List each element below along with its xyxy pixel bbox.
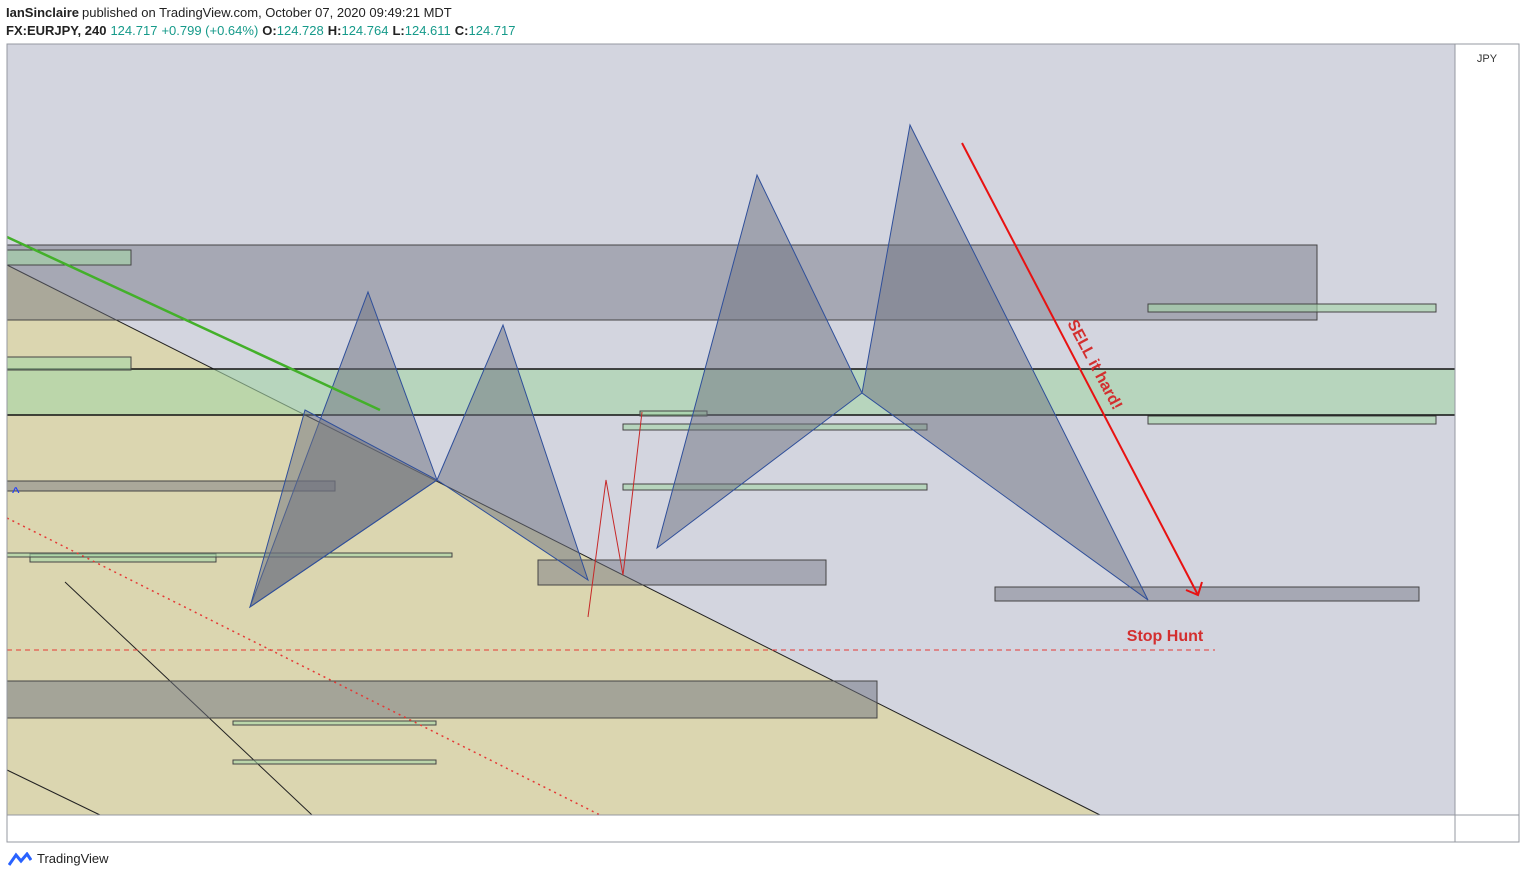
zone bbox=[6, 249, 132, 266]
arrow bbox=[961, 142, 1199, 596]
header: IanSinclaire published on TradingView.com… bbox=[6, 4, 524, 40]
time-axis bbox=[6, 814, 1456, 843]
symbol: FX:EURJPY, 240 bbox=[6, 23, 107, 38]
pattern-line bbox=[587, 411, 643, 618]
logo bbox=[8, 851, 32, 866]
pattern bbox=[656, 173, 863, 550]
header-line: IanSinclaire published on TradingView.com… bbox=[6, 4, 524, 22]
zone bbox=[1147, 415, 1437, 425]
zone bbox=[1147, 303, 1437, 313]
annotation: Stop Hunt bbox=[1127, 628, 1204, 645]
field-value: 124.717 bbox=[468, 23, 516, 38]
zone bbox=[622, 483, 928, 491]
logo-mark bbox=[8, 851, 32, 866]
zone bbox=[6, 680, 878, 719]
legend-line: FX:EURJPY, 240 124.717 +0.799 (+0.64%) O:12… bbox=[6, 22, 524, 40]
published: published on TradingView.com, October 07… bbox=[81, 5, 452, 20]
field-value: 124.728 bbox=[276, 23, 324, 38]
pattern bbox=[861, 123, 1149, 601]
pattern bbox=[249, 409, 438, 609]
zone bbox=[6, 356, 132, 371]
zone bbox=[994, 586, 1420, 602]
zone bbox=[6, 244, 1318, 321]
drawings: ^ bbox=[6, 123, 1455, 816]
field-value: 124.764 bbox=[341, 23, 389, 38]
arrow-head bbox=[1185, 581, 1203, 597]
trend-line bbox=[6, 769, 101, 816]
last: 124.717 bbox=[110, 23, 158, 38]
field-label: L: bbox=[392, 23, 405, 38]
brand: TradingView bbox=[37, 851, 109, 866]
field-label: H: bbox=[327, 23, 342, 38]
currency: JPY bbox=[1477, 53, 1498, 65]
zone bbox=[232, 759, 437, 765]
zone bbox=[6, 552, 453, 558]
footer: TradingView bbox=[8, 851, 109, 866]
field-value: 124.611 bbox=[404, 23, 451, 38]
fields: O:124.728 H:124.764 L:124.611 C:124.717 bbox=[262, 23, 519, 38]
frame bbox=[6, 43, 1520, 843]
change: +0.799 (+0.64%) bbox=[161, 23, 259, 38]
dotted-line bbox=[6, 517, 601, 816]
trend-line bbox=[6, 235, 381, 412]
field-label: O: bbox=[262, 23, 277, 38]
pattern bbox=[436, 323, 589, 582]
marker: ^ bbox=[12, 485, 20, 502]
zone bbox=[232, 720, 437, 726]
field-label: C: bbox=[454, 23, 469, 38]
publisher: IanSinclaire bbox=[6, 5, 79, 20]
price-axis bbox=[1454, 43, 1520, 816]
harmonic-patterns bbox=[248, 123, 1149, 609]
